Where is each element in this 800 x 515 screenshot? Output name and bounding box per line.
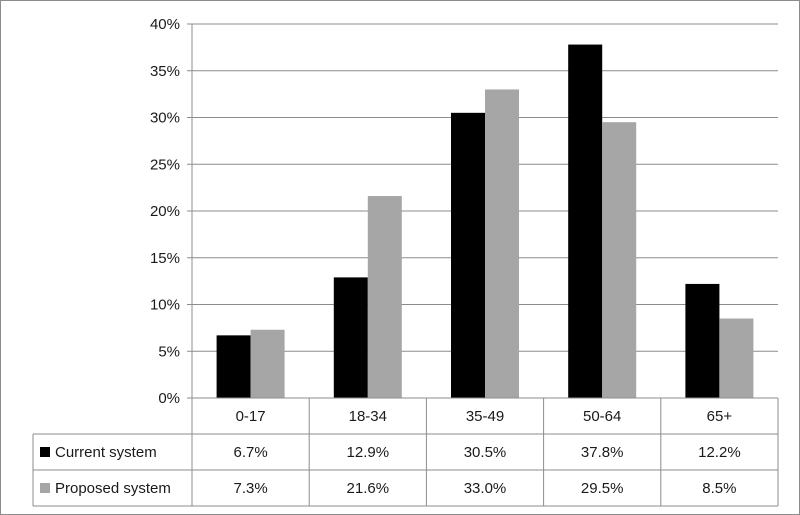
legend-key-proposed: [40, 483, 50, 493]
table-value: 7.3%: [233, 480, 267, 497]
legend-label: Current system: [55, 444, 157, 461]
table-value: 37.8%: [581, 444, 624, 461]
y-tick-label: 5%: [158, 343, 180, 360]
y-tick-label: 20%: [150, 203, 180, 220]
data-table: 0-17 18-34 35-49 50-64 65+ Current system 6.7%…: [32, 397, 779, 507]
category-label: 35-49: [466, 408, 504, 425]
y-tick-label: 30%: [150, 110, 180, 127]
bar-current-50-64: [568, 44, 603, 398]
y-tick-label: 25%: [150, 156, 180, 173]
bar-proposed-35-49: [485, 89, 519, 398]
category-label: 65+: [707, 408, 733, 425]
legend-label: Proposed system: [55, 480, 171, 497]
category-label: 18-34: [349, 408, 387, 425]
table-value: 6.7%: [233, 444, 267, 461]
category-label: 0-17: [236, 408, 266, 425]
table-value: 30.5%: [464, 444, 507, 461]
table-value: 29.5%: [581, 480, 624, 497]
legend-key-current: [40, 447, 50, 457]
bar-proposed-0-17: [250, 329, 285, 398]
bar-proposed-65+: [719, 318, 754, 398]
table-value: 12.9%: [347, 444, 390, 461]
y-axis: 0% 5% 10% 15% 20% 25% 30% 35% 40%: [150, 16, 193, 407]
bar-current-35-49: [451, 112, 485, 398]
bars: [216, 44, 754, 399]
bar-proposed-18-34: [367, 196, 402, 398]
table-value: 8.5%: [702, 480, 736, 497]
y-tick-label: 35%: [150, 63, 180, 80]
table-value: 21.6%: [347, 480, 390, 497]
category-label: 50-64: [583, 408, 621, 425]
table-value: 12.2%: [698, 444, 741, 461]
y-tick-label: 40%: [150, 16, 180, 33]
bar-proposed-50-64: [602, 122, 637, 399]
bar-current-0-17: [216, 335, 251, 398]
y-tick-label: 15%: [150, 250, 180, 267]
bar-current-65+: [685, 283, 720, 398]
y-tick-label: 10%: [150, 297, 180, 314]
y-tick-label: 0%: [158, 390, 180, 407]
bar-current-18-34: [333, 277, 368, 398]
table-value: 33.0%: [464, 480, 507, 497]
